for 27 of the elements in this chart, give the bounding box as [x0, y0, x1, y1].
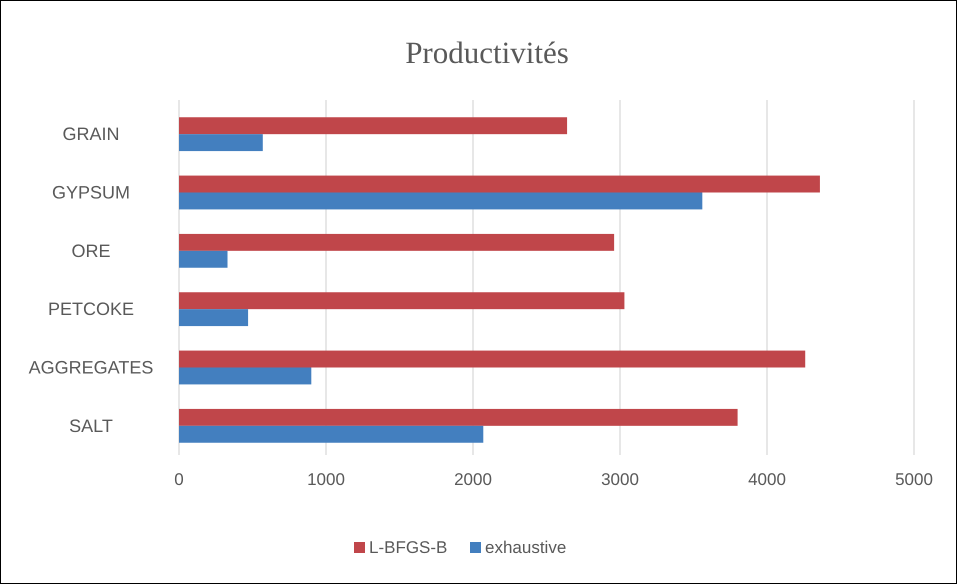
y-tick-label: AGGREGATES — [28, 358, 154, 378]
y-tick-label: GRAIN — [62, 124, 120, 144]
bar — [179, 250, 228, 268]
x-tick-label: 5000 — [895, 470, 933, 489]
y-tick-label: PETCOKE — [48, 299, 134, 320]
y-tick-label: GYPSUM — [52, 182, 130, 202]
x-tick-label: 4000 — [748, 470, 786, 489]
legend-label: exhaustive — [485, 538, 566, 557]
bar — [179, 192, 702, 210]
y-tick-label: ORE — [71, 240, 111, 261]
bar — [179, 134, 263, 152]
x-tick-label: 2000 — [454, 470, 492, 489]
bar — [179, 426, 484, 443]
x-tick-label: 3000 — [601, 470, 639, 489]
bar — [179, 368, 312, 384]
chart-title: Productivités — [405, 35, 569, 70]
bar — [179, 292, 624, 310]
bar — [179, 117, 568, 134]
bar — [179, 408, 738, 426]
bar — [179, 350, 806, 368]
x-tick-label: 1000 — [307, 470, 345, 489]
bar — [179, 234, 614, 251]
bar — [179, 176, 820, 192]
legend-label: L-BFGS-B — [369, 538, 448, 557]
y-tick-label: SALT — [69, 416, 113, 436]
x-tick-label: 0 — [174, 470, 184, 489]
bar — [179, 309, 248, 326]
